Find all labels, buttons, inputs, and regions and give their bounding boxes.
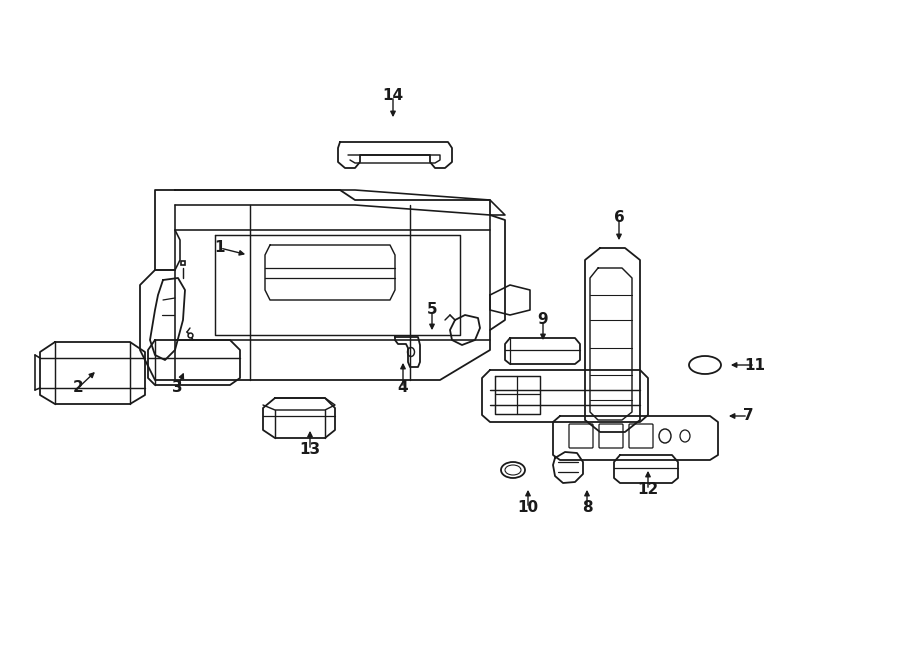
Text: 7: 7 [742,408,753,424]
Text: 14: 14 [382,89,403,104]
Text: 10: 10 [518,500,538,516]
Text: 8: 8 [581,500,592,516]
Text: 2: 2 [73,381,84,395]
Text: 3: 3 [172,381,183,395]
Text: 11: 11 [744,358,766,373]
Text: 12: 12 [637,483,659,498]
Text: 13: 13 [300,442,320,457]
Text: 4: 4 [398,381,409,395]
Text: 5: 5 [427,303,437,317]
Text: 9: 9 [537,313,548,327]
Text: 1: 1 [215,241,225,256]
Text: 6: 6 [614,210,625,225]
